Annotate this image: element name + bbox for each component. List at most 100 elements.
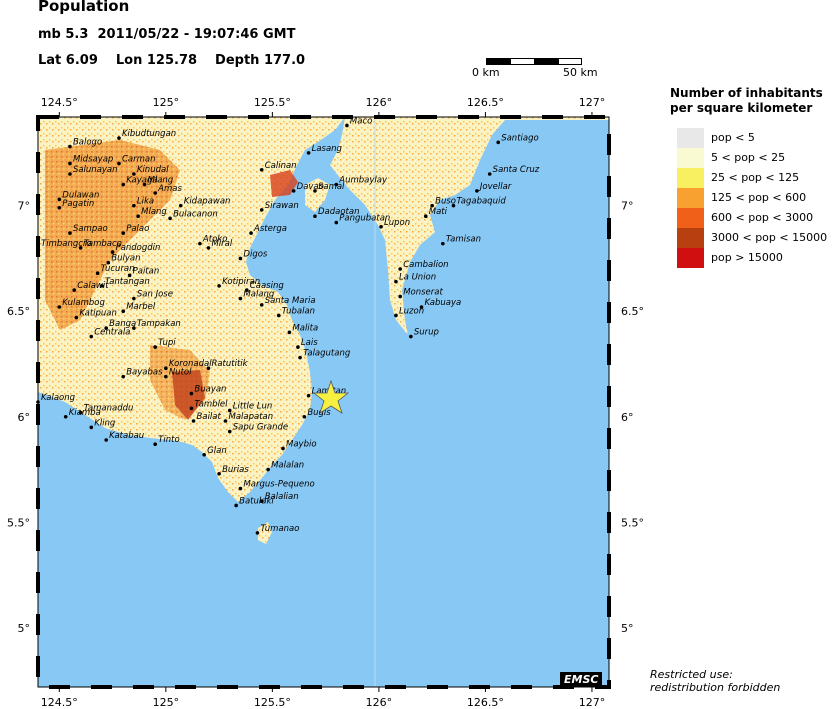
city-label: Amas — [157, 184, 182, 194]
city-label: Kling — [94, 418, 116, 428]
city-label: Margus-Pequeno — [243, 480, 314, 490]
city-label: Lasang — [312, 144, 343, 154]
city-dot — [189, 406, 194, 411]
city-dot — [153, 442, 157, 447]
lon-ticks-bottom: 124.5° 125° 125.5° 126° 126.5° 127° — [41, 687, 605, 709]
city-label: Tucuran — [101, 264, 135, 274]
city-dot — [72, 288, 77, 292]
city-label: Lupon — [384, 218, 410, 228]
event-datetime: 2011/05/22 - 19:07:46 GMT — [97, 27, 296, 42]
city-label: Tamisan — [446, 235, 481, 245]
city-dot — [117, 161, 121, 166]
location-line: Lat 6.09 Lon 125.78 Depth 177.0 — [38, 53, 323, 68]
city-label: Kibudtungan — [122, 129, 176, 139]
legend-label: 600 < pop < 3000 — [711, 211, 814, 224]
city-label: Kiamba — [69, 408, 101, 418]
map-title: Population — [38, 0, 130, 15]
city-dot — [202, 452, 206, 457]
urban-area-gensan — [172, 370, 205, 420]
city-label: Timbangcro — [41, 239, 92, 249]
city-dot — [110, 250, 115, 254]
legend-swatch — [677, 188, 704, 208]
sarangani-island — [258, 522, 272, 544]
city-label: Banga — [109, 319, 136, 329]
city-dot — [394, 279, 398, 284]
city-dot — [121, 374, 126, 379]
city-label: Maco — [350, 116, 372, 126]
legend-swatch — [677, 128, 704, 148]
lat-tick-label: 7° — [18, 200, 31, 213]
city-label: Miral — [211, 239, 232, 249]
city-dot — [217, 471, 221, 476]
lon-tick-label: 125° — [153, 696, 180, 709]
city-label: Kayaga — [126, 176, 157, 186]
city-dot — [306, 393, 311, 398]
city-label: Katipuan — [79, 309, 117, 319]
city-label: Nutol — [169, 368, 192, 378]
usage-notice: Restricted use: redistribution forbidden — [650, 668, 781, 694]
city-label: Kinudal — [137, 165, 169, 175]
city-dot — [398, 294, 403, 299]
lon-tick-label: 127° — [579, 696, 606, 709]
epicenter-star-icon — [312, 379, 350, 414]
city-label: Kidapawan — [184, 197, 231, 207]
city-dot — [441, 241, 445, 246]
scale-segment — [558, 58, 582, 65]
city-dot — [281, 446, 285, 451]
city-label: Carman — [122, 154, 156, 164]
city-label: Digos — [243, 249, 268, 259]
city-label: Malita — [292, 323, 318, 333]
city-dot — [287, 330, 292, 335]
city-label: Buayan — [194, 385, 226, 395]
lat-tick-label: 5° — [621, 622, 634, 635]
lon-tick-label: 126.5° — [467, 96, 504, 109]
scale-bar — [486, 58, 582, 66]
legend-label: 125 < pop < 600 — [711, 191, 807, 204]
city-label: Calinan — [265, 161, 297, 171]
city-dot — [100, 284, 104, 288]
city-dot — [259, 167, 264, 172]
city-label: Katabau — [109, 431, 144, 441]
city-dot — [57, 197, 62, 202]
city-dot — [302, 414, 307, 419]
city-label: Cambalion — [403, 260, 448, 270]
city-dot — [259, 303, 264, 307]
city-dot — [334, 220, 339, 225]
legend-swatch — [677, 208, 704, 228]
city-dot — [68, 172, 72, 176]
city-dot — [164, 366, 168, 371]
city-label: Caasing — [250, 281, 285, 291]
legend-swatch — [677, 228, 704, 248]
city-dot — [266, 467, 270, 472]
city-label: Pandogdin — [116, 243, 161, 253]
city-dot — [394, 313, 398, 318]
city-label: Bayabas — [126, 368, 163, 378]
lon-tick-label: 125.5° — [254, 96, 291, 109]
city-dot — [89, 334, 94, 339]
city-label: Malang — [243, 290, 275, 300]
city-dot — [57, 205, 62, 210]
lon-tick-label: 124.5° — [41, 96, 78, 109]
city-label: Malalan — [271, 461, 304, 471]
city-label: Tamblel — [194, 399, 228, 409]
city-dot — [227, 429, 232, 434]
city-dot — [496, 140, 501, 145]
scale-end-label: 50 km — [563, 66, 598, 79]
city-dot — [379, 224, 383, 229]
city-label: Kabuaya — [425, 298, 462, 308]
city-label: Mati — [429, 207, 448, 217]
city-dot — [296, 345, 300, 349]
city-label: Talagutang — [303, 349, 351, 359]
legend-label: 3000 < pop < 15000 — [711, 231, 828, 244]
city-dot — [313, 214, 317, 219]
city-label: Malapatan — [228, 412, 273, 422]
city-label: Palao — [126, 224, 149, 234]
city-dot — [132, 326, 136, 330]
event-line: mb 5.3 2011/05/22 - 19:07:46 GMT — [38, 27, 295, 42]
city-dot — [244, 288, 249, 292]
city-dot — [475, 189, 479, 193]
city-dot — [68, 144, 72, 149]
city-label: Tubalan — [282, 306, 315, 316]
city-label: Monserat — [403, 287, 443, 297]
